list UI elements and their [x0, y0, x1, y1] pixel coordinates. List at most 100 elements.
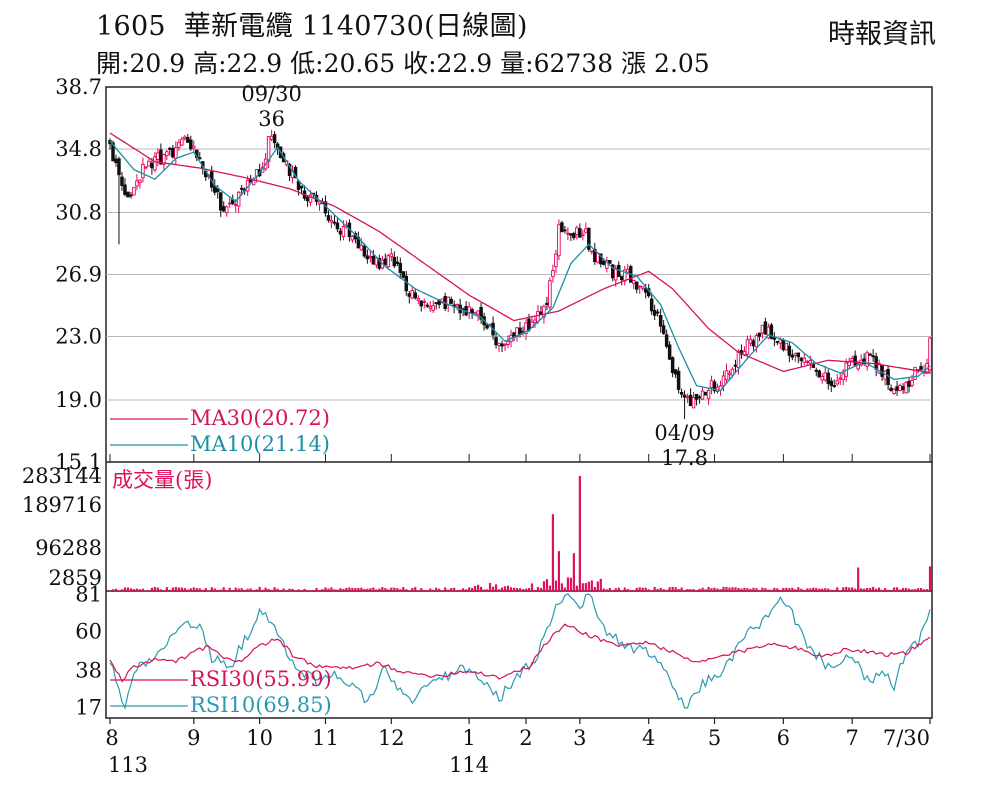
candle-body [856, 363, 860, 370]
candle-body [542, 305, 546, 318]
candle-body [527, 318, 531, 331]
candle-body [817, 370, 822, 378]
volume-bar [387, 589, 390, 591]
volume-bar [665, 589, 668, 591]
candle-body [422, 300, 426, 303]
volume-bar [372, 587, 375, 591]
volume-bar [399, 589, 402, 591]
volume-bar [539, 587, 543, 591]
candle-body [682, 394, 687, 398]
high-date-annotation: 09/30 [241, 82, 302, 106]
candle-body [832, 385, 836, 387]
volume-tick-label: 189716 [22, 493, 102, 517]
legend-label-ma-1: MA10(21.14) [190, 432, 330, 456]
volume-bar [141, 588, 145, 591]
volume-bar [408, 590, 411, 591]
volume-bar [875, 588, 878, 591]
volume-bar [551, 514, 555, 591]
candle-body [673, 369, 678, 375]
volume-bar [402, 587, 405, 591]
candle-body [189, 139, 193, 150]
volume-bar [444, 587, 447, 591]
candle-body [162, 154, 166, 165]
volume-bar [491, 586, 495, 591]
candle-body [135, 180, 139, 187]
volume-bar [788, 588, 791, 591]
volume-bar [692, 589, 695, 591]
legend-label-ma-0: MA30(20.72) [190, 406, 330, 430]
candle-body [865, 352, 869, 367]
candle-body [129, 194, 133, 197]
x-month-label: 7/30 [883, 726, 930, 750]
candle-body [694, 393, 699, 400]
volume-bar [566, 577, 569, 591]
candle-body [910, 379, 914, 386]
volume-bar [731, 587, 734, 591]
volume-bar [683, 590, 686, 591]
volume-bar [719, 589, 722, 591]
volume-bar [569, 577, 572, 591]
candle-body [569, 233, 573, 236]
volume-bar [851, 587, 854, 591]
volume-bar [198, 588, 201, 591]
volume-bar [423, 590, 426, 591]
candle-body [790, 354, 795, 358]
candle-body [470, 309, 474, 314]
volume-bar [420, 588, 423, 591]
candle-body [233, 204, 238, 207]
candle-body [299, 185, 304, 189]
volume-bar [306, 589, 309, 591]
volume-bar [111, 589, 115, 591]
candle-body [904, 382, 908, 394]
candle-body [763, 321, 768, 335]
volume-bar [527, 587, 531, 591]
candle-body [841, 373, 845, 381]
volume-bar [117, 590, 121, 591]
volume-bar [138, 589, 142, 591]
candle-body [581, 233, 585, 236]
volume-bar [872, 586, 875, 591]
volume-bar [192, 587, 195, 591]
volume-bar [426, 590, 429, 591]
volume-bar [767, 589, 770, 591]
candle-body [141, 163, 145, 179]
volume-bar [459, 589, 462, 591]
candle-body [132, 186, 136, 196]
volume-title: 成交量(張) [112, 468, 212, 492]
volume-bar [144, 590, 148, 591]
candle-body [221, 206, 226, 212]
volume-bar [471, 588, 474, 591]
volume-bar [494, 584, 498, 591]
volume-bar [590, 580, 593, 591]
candle-body [138, 179, 142, 184]
candle-body [425, 304, 429, 307]
volume-bar [435, 587, 438, 591]
volume-bar [456, 590, 459, 591]
rsi10-line [109, 593, 931, 710]
candle-body [892, 389, 896, 394]
candle-body [485, 324, 489, 329]
candle-body [889, 387, 893, 391]
candle-body [371, 255, 376, 265]
candle-body [557, 224, 561, 257]
volume-bar [922, 589, 926, 591]
candle-body [171, 147, 175, 158]
volume-bar [863, 588, 866, 591]
candle-body [156, 152, 160, 160]
volume-bar [746, 588, 749, 591]
low-date-annotation: 04/09 [654, 421, 715, 445]
volume-bar [336, 589, 339, 591]
candle-body [913, 366, 917, 381]
candle-body [835, 380, 839, 385]
quote-high: 22.9 [226, 49, 283, 78]
volume-bar [345, 588, 348, 591]
quote-volume: 62738 [533, 49, 614, 78]
rsi-tick-label: 38 [75, 658, 102, 682]
volume-bar [282, 588, 285, 591]
candle-body [748, 338, 753, 344]
low-value-annotation: 17.8 [661, 446, 708, 470]
volume-bar [743, 587, 746, 591]
volume-bar [605, 589, 608, 591]
volume-bar [276, 588, 279, 591]
candle-body [168, 147, 172, 150]
